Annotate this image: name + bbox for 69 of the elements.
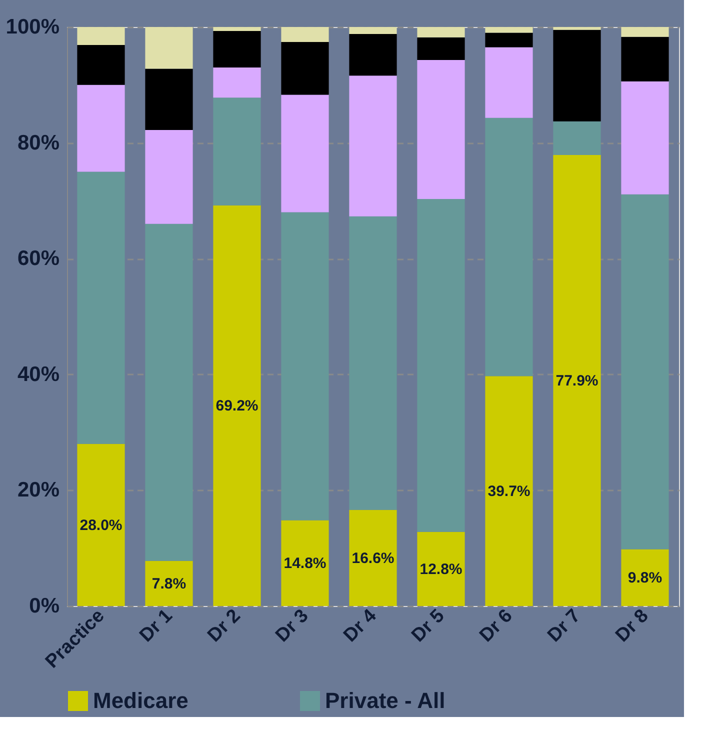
bar: [485, 118, 533, 376]
y-tick-label: 80%: [17, 131, 60, 154]
y-tick-label: 40%: [17, 362, 60, 386]
bar: [417, 37, 465, 60]
legend-label: Medicare: [93, 688, 188, 713]
bar: [621, 81, 669, 194]
x-tick-label: Dr 4: [340, 605, 382, 646]
bar: [349, 216, 397, 510]
bar: [145, 27, 193, 69]
data-label: 14.8%: [284, 555, 326, 572]
bar: [349, 34, 397, 76]
legend-label: Private - All: [325, 688, 446, 713]
bar: [553, 27, 601, 30]
bar: [621, 194, 669, 550]
bar: [77, 444, 125, 606]
bar: [145, 224, 193, 561]
bar: [417, 60, 465, 199]
bar: [213, 68, 261, 98]
bar: [349, 510, 397, 606]
x-tick-label: Dr 6: [476, 605, 517, 646]
bar: [213, 98, 261, 206]
bar: [553, 30, 601, 122]
bar: [213, 205, 261, 606]
bar: [145, 130, 193, 224]
bar: [281, 27, 329, 42]
bar: [553, 154, 601, 606]
bar: [417, 532, 465, 606]
bar: [77, 172, 125, 444]
data-label: 69.2%: [216, 398, 258, 415]
bar: [349, 27, 397, 34]
data-label: 9.8%: [628, 570, 662, 587]
bar: [281, 94, 329, 212]
bar: [621, 549, 669, 606]
bar: [485, 47, 533, 118]
y-tick-label: 0%: [29, 594, 60, 618]
bar: [77, 84, 125, 172]
bar: [281, 520, 329, 606]
bar: [621, 36, 669, 82]
y-tick-label: 100%: [6, 16, 60, 38]
bar: [349, 76, 397, 216]
bar: [213, 27, 261, 32]
bar: [417, 198, 465, 532]
x-tick-label: Dr 7: [544, 605, 585, 646]
data-label: 7.8%: [152, 575, 186, 592]
bar: [621, 27, 669, 37]
bar: [281, 42, 329, 95]
bar: [281, 212, 329, 520]
bar: [213, 31, 261, 68]
bar: [417, 27, 465, 38]
x-tick-label: Dr 3: [272, 605, 313, 646]
data-label: 77.9%: [556, 372, 598, 390]
x-tick-label: Dr 2: [204, 605, 245, 646]
data-label: 39.7%: [488, 483, 530, 500]
data-label: 16.6%: [352, 550, 394, 567]
y-tick-label: 20%: [17, 478, 60, 502]
x-tick-label: Dr 1: [136, 605, 178, 646]
bar: [485, 32, 533, 48]
bar: [145, 560, 193, 606]
bar: [553, 121, 601, 155]
x-tick-label: Dr 5: [408, 605, 450, 646]
bar: [145, 68, 193, 130]
data-label: 12.8%: [420, 560, 462, 578]
bar: [485, 27, 533, 33]
bar: [77, 44, 125, 85]
x-tick-label: Dr 8: [612, 605, 653, 646]
data-label: 28.0%: [80, 516, 122, 534]
y-tick-label: 60%: [17, 247, 60, 270]
bar: [77, 27, 125, 45]
bar: [485, 376, 533, 606]
